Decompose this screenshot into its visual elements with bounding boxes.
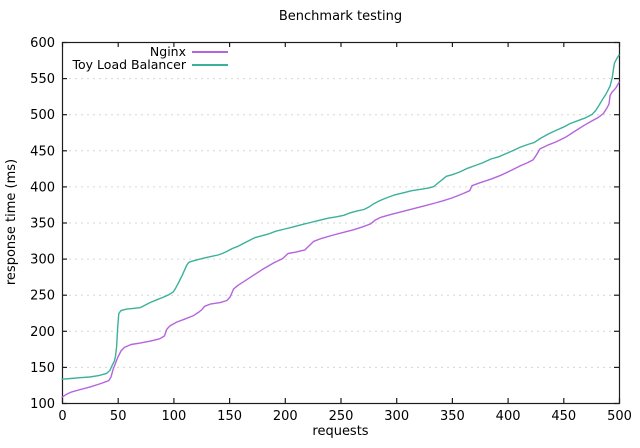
chart-title: Benchmark testing: [278, 9, 403, 24]
y-tick-label: 150: [30, 361, 55, 376]
x-tick-label: 0: [58, 409, 66, 424]
x-tick-label: 300: [384, 409, 409, 424]
y-tick-label: 450: [30, 144, 55, 159]
x-tick-label: 400: [496, 409, 521, 424]
legend-sample-cell: [192, 50, 228, 53]
y-tick-label: 200: [30, 325, 55, 340]
series-line-nginx: [61, 81, 620, 398]
legend-label-nginx: Nginx: [149, 44, 186, 59]
x-tick-label: 200: [273, 409, 298, 424]
legend-line-toy-load-balancer: [192, 63, 228, 66]
y-tick-label: 100: [30, 397, 55, 412]
legend: Nginx Toy Load Balancer: [62, 45, 228, 71]
legend-item-toy-load-balancer: Toy Load Balancer: [62, 58, 228, 71]
x-tick-label: 100: [161, 409, 186, 424]
legend-label-toy-load-balancer: Toy Load Balancer: [72, 57, 186, 72]
y-tick-label: 250: [30, 289, 55, 304]
legend-sample-cell: [192, 63, 228, 66]
legend-item-nginx: Nginx: [62, 45, 228, 58]
y-tick-label: 350: [30, 217, 55, 232]
series-line-toy-load-balancer: [61, 54, 620, 380]
legend-line-nginx: [192, 50, 228, 53]
x-tick-label: 50: [110, 409, 127, 424]
y-tick-label: 400: [30, 180, 55, 195]
y-tick-label: 300: [30, 253, 55, 268]
x-tick-label: 500: [607, 409, 632, 424]
y-axis-title: response time (ms): [4, 158, 19, 286]
x-tick-label: 250: [329, 409, 354, 424]
x-axis-title: requests: [312, 424, 369, 439]
y-tick-label: 500: [30, 108, 55, 123]
x-tick-label: 150: [217, 409, 242, 424]
y-tick-label: 550: [30, 72, 55, 87]
x-tick-label: 350: [440, 409, 465, 424]
x-tick-label: 450: [551, 409, 576, 424]
y-tick-label: 600: [30, 36, 55, 51]
